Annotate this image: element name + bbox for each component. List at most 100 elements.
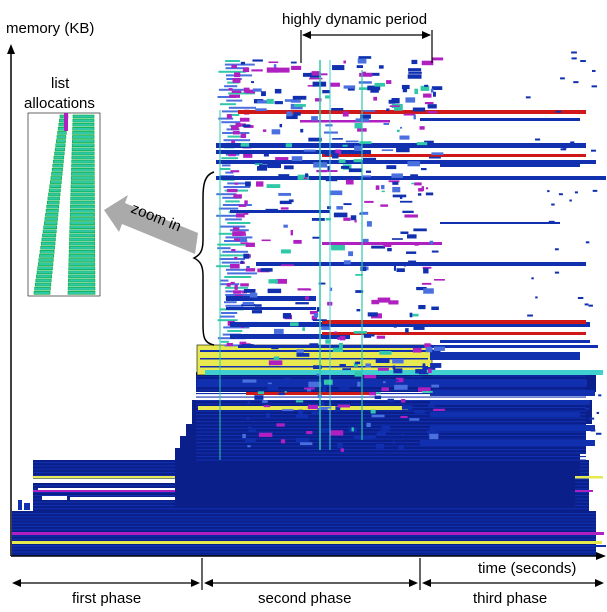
allocation-bar-magenta bbox=[238, 233, 246, 236]
dynamic-allocation bbox=[271, 129, 281, 135]
dynamic-allocation bbox=[293, 239, 302, 244]
dynamic-allocation bbox=[378, 65, 384, 69]
allocation-bar bbox=[12, 519, 596, 521]
dynamic-allocation bbox=[335, 149, 342, 155]
dynamic-allocation bbox=[311, 116, 318, 121]
list-allocation bbox=[217, 247, 231, 250]
allocation-point bbox=[573, 160, 577, 163]
inset-list-allocation bbox=[37, 262, 54, 266]
inset-list-allocation bbox=[70, 204, 95, 209]
allocation-bar-magenta bbox=[242, 67, 250, 73]
dynamic-allocation bbox=[369, 391, 376, 396]
dynamic-allocation bbox=[428, 433, 439, 435]
dynamic-allocation bbox=[295, 302, 309, 305]
allocation-bar bbox=[196, 445, 586, 447]
dynamic-allocation bbox=[261, 91, 266, 97]
allocation-bar bbox=[33, 508, 589, 510]
allocation-point bbox=[559, 176, 564, 179]
inset-list-allocation bbox=[43, 225, 57, 229]
allocation-bar-magenta bbox=[229, 263, 240, 269]
dynamic-allocation bbox=[353, 159, 363, 163]
inset-list-allocation bbox=[71, 168, 95, 172]
dynamic-allocation bbox=[343, 203, 352, 206]
inset-list-allocation bbox=[56, 135, 67, 139]
dynamic-allocation bbox=[273, 356, 280, 361]
allocation-bar-magenta bbox=[232, 231, 243, 237]
inset-list-allocation bbox=[71, 143, 95, 147]
dynamic-allocation bbox=[255, 108, 267, 112]
allocation-bar bbox=[196, 393, 586, 395]
allocation-bar-magenta bbox=[240, 133, 247, 138]
list-allocation bbox=[225, 60, 240, 62]
list-allocation bbox=[222, 196, 242, 199]
dynamic-allocation bbox=[386, 80, 392, 84]
dynamic-allocation bbox=[258, 432, 273, 437]
dynamic-allocation bbox=[323, 131, 338, 134]
dynamic-allocation bbox=[283, 224, 288, 228]
list-allocation bbox=[225, 236, 253, 239]
list-allocation bbox=[227, 222, 251, 224]
allocation-bar-magenta bbox=[300, 120, 390, 123]
list-allocation bbox=[220, 312, 238, 314]
dynamic-allocation bbox=[241, 344, 254, 347]
dynamic-allocation bbox=[314, 73, 328, 76]
dynamic-allocation bbox=[402, 86, 408, 93]
allocation-bar bbox=[196, 431, 586, 433]
dynamic-allocation bbox=[284, 165, 294, 170]
allocation-bar bbox=[196, 438, 586, 440]
inset-list-allocation bbox=[71, 172, 95, 176]
dynamic-allocation bbox=[280, 249, 291, 254]
dynamic-allocation bbox=[266, 98, 274, 104]
dynamic-allocation bbox=[430, 363, 442, 368]
allocation-bar-magenta bbox=[322, 242, 442, 245]
dynamic-allocation bbox=[274, 88, 282, 94]
allocation-point bbox=[525, 96, 531, 99]
dynamic-allocation bbox=[263, 151, 269, 157]
list-allocation bbox=[218, 117, 234, 120]
allocation-bar bbox=[196, 379, 586, 381]
dynamic-allocation bbox=[414, 182, 422, 186]
dynamic-allocation bbox=[371, 299, 380, 305]
dynamic-allocation bbox=[341, 381, 351, 386]
list-allocation bbox=[225, 200, 240, 203]
allocation-point bbox=[571, 51, 577, 54]
allocation-point bbox=[527, 314, 533, 317]
dynamic-allocation bbox=[295, 400, 304, 403]
dynamic-allocation bbox=[293, 112, 301, 116]
allocation-point bbox=[591, 149, 596, 152]
dynamic-allocation bbox=[374, 82, 386, 87]
dynamic-allocation bbox=[282, 409, 294, 411]
dynamic-allocation bbox=[367, 72, 380, 76]
dynamic-allocation bbox=[325, 95, 331, 99]
dynamic-allocation bbox=[359, 72, 373, 77]
dynamic-allocation bbox=[373, 96, 378, 101]
inset-list-allocation bbox=[45, 213, 59, 217]
dynamic-allocation bbox=[388, 300, 399, 305]
allocation-bar-magenta bbox=[232, 130, 240, 135]
allocation-bar bbox=[226, 296, 316, 301]
inset-list-allocation bbox=[67, 282, 96, 287]
dynamic-allocation bbox=[311, 315, 318, 321]
dynamic-allocation bbox=[416, 286, 427, 291]
dynamic-allocation bbox=[404, 214, 418, 218]
list-allocation bbox=[216, 265, 232, 268]
allocation-bar bbox=[196, 414, 586, 416]
inset-list-allocation bbox=[68, 266, 96, 271]
dynamic-allocation bbox=[312, 236, 321, 239]
allocation-bar-magenta bbox=[237, 231, 246, 234]
dynamic-allocation bbox=[299, 442, 313, 446]
list-allocation bbox=[219, 258, 245, 260]
dynamic-allocation bbox=[364, 374, 377, 379]
dynamic-allocation bbox=[425, 187, 429, 190]
dynamic-allocation bbox=[377, 297, 391, 303]
list-allocation bbox=[225, 268, 253, 271]
phase-arrowhead-first-start bbox=[12, 579, 21, 587]
inset-list-allocation bbox=[39, 250, 55, 254]
allocation-bar-magenta bbox=[232, 227, 240, 231]
dynamic-period-arrow-left bbox=[302, 31, 311, 39]
dynamic-allocation bbox=[331, 107, 344, 111]
dynamic-allocation bbox=[367, 85, 381, 91]
dynamic-allocation bbox=[357, 58, 367, 64]
allocation-bar-magenta bbox=[231, 90, 242, 93]
inset-list-allocation bbox=[48, 192, 61, 197]
